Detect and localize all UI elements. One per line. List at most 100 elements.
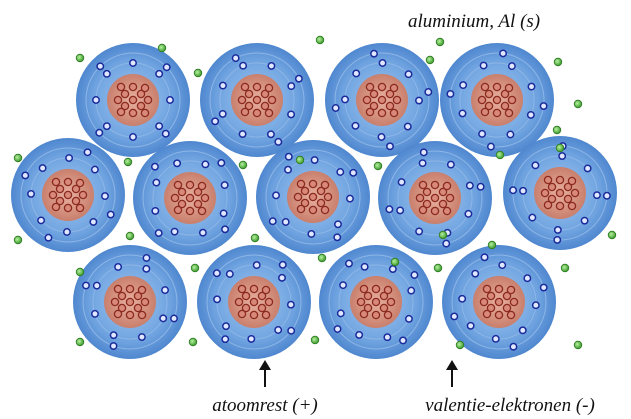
nucleon (372, 311, 379, 318)
nucleon (186, 181, 193, 188)
electron (212, 118, 218, 124)
valence-electron (76, 54, 84, 62)
nucleon (186, 194, 193, 201)
electron (533, 302, 539, 308)
arrow-head (446, 360, 458, 370)
nucleon (481, 108, 488, 115)
electron (540, 103, 546, 109)
nucleon (79, 191, 86, 198)
electron (311, 157, 317, 163)
electron (280, 262, 286, 268)
nucleon (265, 84, 272, 91)
electron (153, 179, 159, 185)
nucleon (384, 286, 391, 293)
electron (160, 315, 166, 321)
nucleon (178, 188, 185, 195)
nucleon (507, 286, 514, 293)
electron (164, 64, 170, 70)
nucleon (372, 285, 379, 292)
electron (275, 327, 281, 333)
electron (222, 336, 228, 342)
nucleon (238, 285, 245, 292)
nucleon (76, 179, 83, 186)
electron (555, 227, 561, 233)
nucleon (121, 90, 128, 97)
nucleon (294, 193, 301, 200)
electron (480, 62, 486, 68)
nucleon (378, 83, 385, 90)
electron (214, 296, 220, 302)
nucleon (129, 96, 136, 103)
electron (477, 184, 483, 190)
electron (152, 208, 158, 214)
electron (130, 60, 136, 66)
nucleon (483, 285, 490, 292)
valence-electron (316, 36, 324, 44)
valence-electron (158, 44, 166, 52)
nucleon (186, 207, 193, 214)
electron (286, 154, 292, 160)
electron (240, 63, 246, 69)
electron (447, 91, 453, 97)
electron (220, 82, 226, 88)
nucleon (548, 183, 555, 190)
electron (411, 272, 417, 278)
nucleon (242, 292, 249, 299)
nucleon (556, 176, 563, 183)
electron (334, 234, 340, 240)
valence-electron (318, 254, 326, 262)
nucleon (174, 181, 181, 188)
electron (139, 334, 145, 340)
electron (499, 262, 505, 268)
label-electrons: valentie-elektronen (-) (425, 395, 595, 416)
electron (347, 195, 353, 201)
electron (390, 266, 396, 272)
valence-electron (391, 258, 399, 266)
electron (520, 188, 526, 194)
nucleon (493, 109, 500, 116)
nucleon (384, 311, 391, 318)
electron (152, 163, 158, 169)
nucleon (238, 310, 245, 317)
nucleon (174, 206, 181, 213)
nucleon (114, 96, 121, 103)
nucleon (301, 187, 308, 194)
nucleon (393, 96, 400, 103)
atom (503, 136, 617, 250)
electron (285, 167, 291, 173)
electron (379, 60, 385, 66)
nucleon (446, 194, 453, 201)
electron (509, 63, 515, 69)
title: aluminium, Al (s) (408, 11, 540, 32)
electron (337, 169, 343, 175)
nucleon (493, 83, 500, 90)
nucleon (357, 298, 364, 305)
electron (386, 206, 392, 212)
electron (405, 123, 411, 129)
electron (559, 153, 565, 159)
electron (288, 301, 294, 307)
electron (130, 134, 136, 140)
valence-electron (574, 100, 582, 108)
electron (356, 332, 362, 338)
nucleon (114, 285, 121, 292)
atom (256, 140, 370, 254)
electron (39, 165, 45, 171)
electron (425, 89, 431, 95)
nucleon (126, 311, 133, 318)
nucleon (416, 194, 423, 201)
electron (308, 231, 314, 237)
electron (397, 207, 403, 213)
electron (227, 271, 233, 277)
nucleon (321, 206, 328, 213)
atom-lattice (11, 43, 617, 359)
nucleon (138, 311, 145, 318)
valence-electron (496, 151, 504, 159)
electron (352, 123, 358, 129)
nucleon (265, 298, 272, 305)
electron (451, 313, 457, 319)
atom (11, 138, 125, 252)
electron (510, 344, 516, 350)
electron (28, 191, 34, 197)
valence-electron (14, 154, 22, 162)
